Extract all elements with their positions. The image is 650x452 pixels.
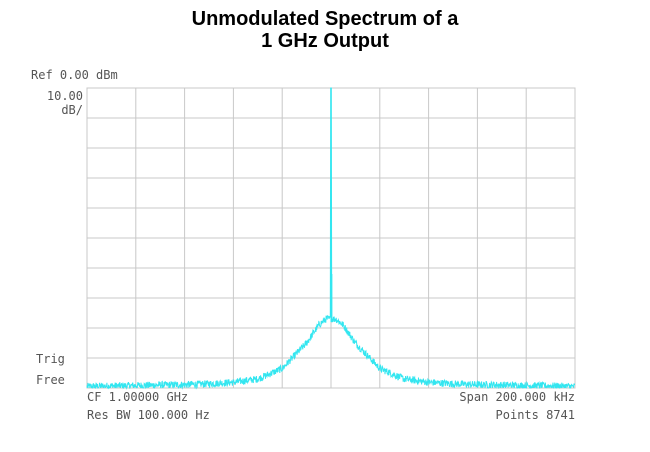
span-label: Span 200.000 kHz — [459, 390, 575, 404]
points-label: Points 8741 — [496, 408, 575, 422]
trig-label: Trig — [36, 352, 65, 366]
scale-value-label: 10.00 — [47, 89, 83, 103]
free-label: Free — [36, 373, 65, 387]
ref-level-label: Ref 0.00 dBm — [31, 68, 118, 82]
grid — [86, 87, 576, 389]
center-frequency-label: CF 1.00000 GHz — [87, 390, 188, 404]
chart-title-line-1: Unmodulated Spectrum of a — [191, 8, 459, 30]
scale-unit-label: dB/ — [61, 103, 83, 117]
chart-title-line-2: 1 GHz Output — [261, 30, 389, 52]
resolution-bandwidth-label: Res BW 100.000 Hz — [87, 408, 210, 422]
chart-title: Unmodulated Spectrum of a 1 GHz Output — [0, 8, 650, 52]
